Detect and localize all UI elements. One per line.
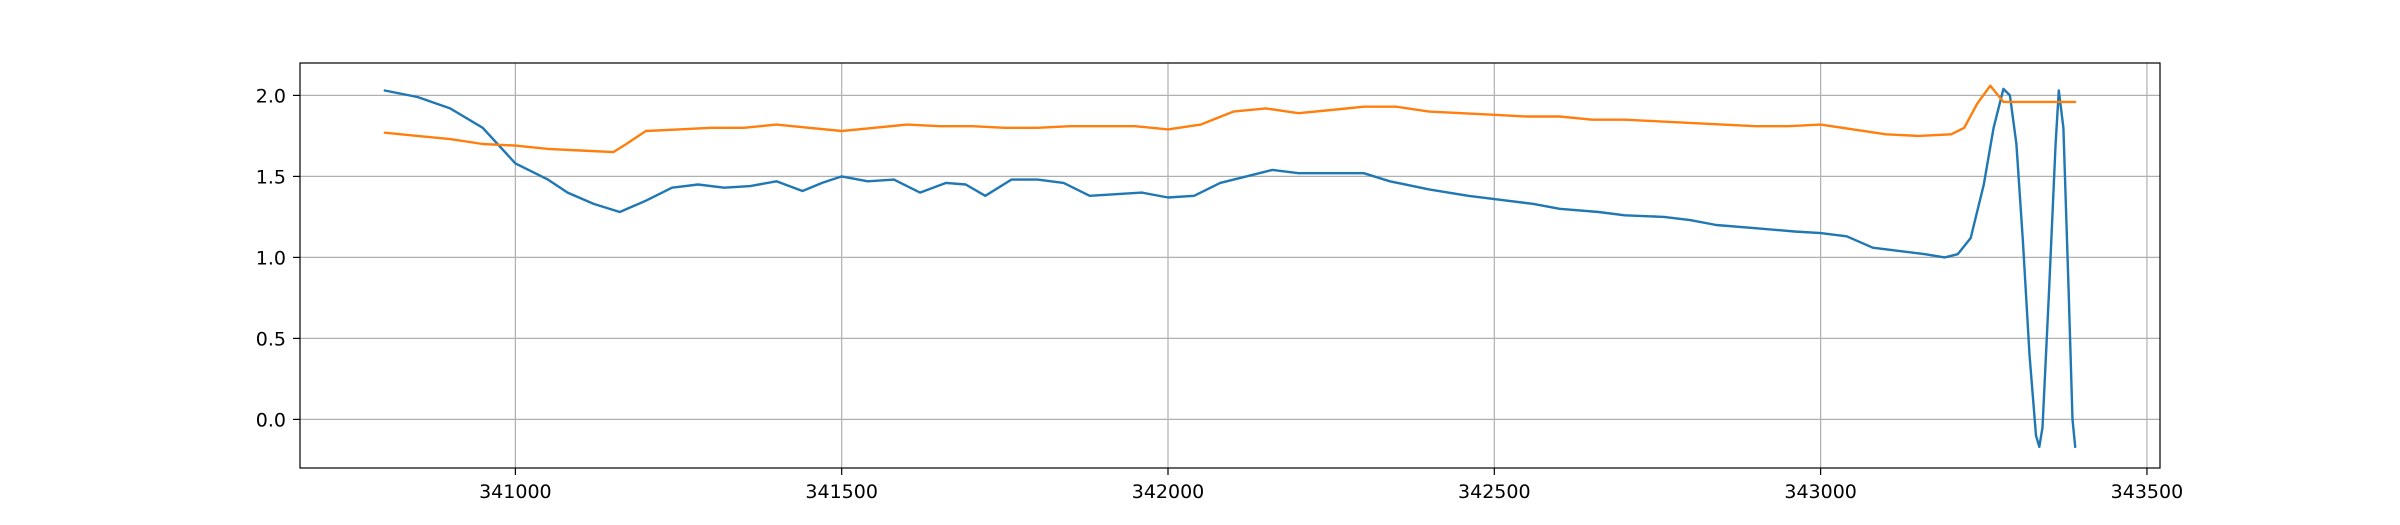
series-group bbox=[383, 84, 2077, 449]
plot-area-background bbox=[300, 63, 2160, 468]
x-axis: 341000 341500 342000 342500 343000 343500 bbox=[479, 468, 2183, 503]
x-tick-label: 341500 bbox=[805, 481, 878, 503]
y-axis: 0.0 0.5 1.0 1.5 2.0 bbox=[256, 85, 300, 431]
y-gridlines bbox=[300, 94, 2160, 420]
axes-frame bbox=[299, 62, 2161, 469]
y-tick-label: 2.0 bbox=[256, 85, 286, 107]
x-tick-label: 343000 bbox=[1784, 481, 1857, 503]
series-2-line bbox=[383, 84, 2077, 154]
series-1-line bbox=[383, 87, 2077, 449]
y-tick-label: 1.0 bbox=[256, 247, 286, 269]
x-tick-label: 342500 bbox=[1458, 481, 1531, 503]
y-tick-label: 1.5 bbox=[256, 166, 286, 188]
y-tick-label: 0.0 bbox=[256, 409, 286, 431]
x-tick-label: 341000 bbox=[479, 481, 552, 503]
y-tick-label: 0.5 bbox=[256, 328, 286, 350]
x-tick-label: 343500 bbox=[2111, 481, 2184, 503]
x-tick-label: 342000 bbox=[1132, 481, 1205, 503]
